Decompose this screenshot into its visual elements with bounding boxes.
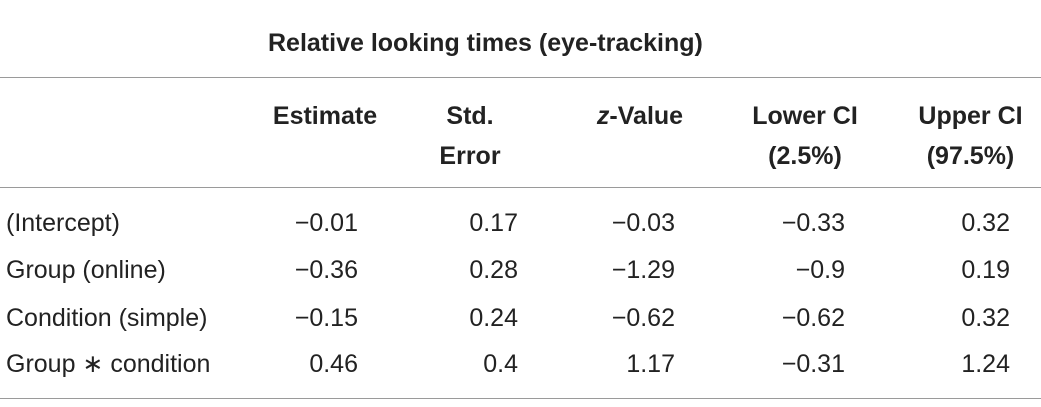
cell-upper-ci: 1.24 bbox=[961, 350, 1010, 378]
cell-upper-ci: 0.19 bbox=[961, 256, 1010, 284]
cell-std-error: 0.17 bbox=[469, 209, 518, 237]
column-header-estimate: Estimate bbox=[250, 96, 400, 136]
cell-upper-ci: 0.32 bbox=[961, 304, 1010, 332]
table-row: (Intercept) −0.01 0.17 −0.03 −0.33 0.32 bbox=[0, 203, 1041, 243]
row-label: Group (online) bbox=[6, 256, 166, 284]
column-header-upper-ci-line2: (97.5%) bbox=[926, 142, 1015, 170]
column-header-z-value-line1: z-Value bbox=[570, 96, 710, 136]
column-header-std-error-line1: Std. bbox=[446, 102, 494, 130]
row-label: Group ∗ condition bbox=[6, 350, 211, 378]
table-super-header: Relative looking times (eye-tracking) bbox=[268, 29, 703, 57]
row-label: Condition (simple) bbox=[6, 304, 208, 332]
column-header-upper-ci: Upper CI (97.5%) bbox=[900, 96, 1041, 176]
column-header-std-error-line2: Error bbox=[439, 142, 501, 170]
cell-z-value: 1.17 bbox=[626, 350, 675, 378]
cell-std-error: 0.28 bbox=[469, 256, 518, 284]
z-symbol: z bbox=[596, 102, 610, 130]
table-row: Condition (simple) −0.15 0.24 −0.62 −0.6… bbox=[0, 298, 1041, 338]
cell-std-error: 0.24 bbox=[469, 304, 518, 332]
cell-estimate: −0.15 bbox=[294, 304, 358, 332]
cell-lower-ci: −0.9 bbox=[795, 256, 845, 284]
cell-lower-ci: −0.33 bbox=[781, 209, 845, 237]
column-header-lower-ci-line2: (2.5%) bbox=[768, 142, 842, 170]
cell-z-value: −1.29 bbox=[611, 256, 675, 284]
cell-std-error: 0.4 bbox=[483, 350, 518, 378]
column-header-lower-ci: Lower CI (2.5%) bbox=[730, 96, 880, 176]
column-header-z-value: z-Value bbox=[570, 96, 710, 136]
column-header-estimate-line1: Estimate bbox=[272, 102, 378, 130]
column-header-rule bbox=[0, 187, 1041, 188]
cell-estimate: −0.36 bbox=[294, 256, 358, 284]
cell-estimate: 0.46 bbox=[309, 350, 358, 378]
row-label: (Intercept) bbox=[6, 209, 120, 237]
column-header-upper-ci-line1: Upper CI bbox=[918, 102, 1023, 130]
table-row: Group (online) −0.36 0.28 −1.29 −0.9 0.1… bbox=[0, 250, 1041, 290]
cell-z-value: −0.62 bbox=[611, 304, 675, 332]
header-rule bbox=[0, 77, 1041, 78]
z-value-suffix: -Value bbox=[609, 102, 684, 130]
column-header-lower-ci-line1: Lower CI bbox=[752, 102, 858, 130]
cell-z-value: −0.03 bbox=[611, 209, 675, 237]
table-bottom-rule bbox=[0, 398, 1041, 399]
cell-upper-ci: 0.32 bbox=[961, 209, 1010, 237]
column-header-std-error: Std. Error bbox=[415, 96, 525, 176]
cell-estimate: −0.01 bbox=[294, 209, 358, 237]
table-row: Group ∗ condition 0.46 0.4 1.17 −0.31 1.… bbox=[0, 344, 1041, 384]
cell-lower-ci: −0.62 bbox=[781, 304, 845, 332]
cell-lower-ci: −0.31 bbox=[781, 350, 845, 378]
